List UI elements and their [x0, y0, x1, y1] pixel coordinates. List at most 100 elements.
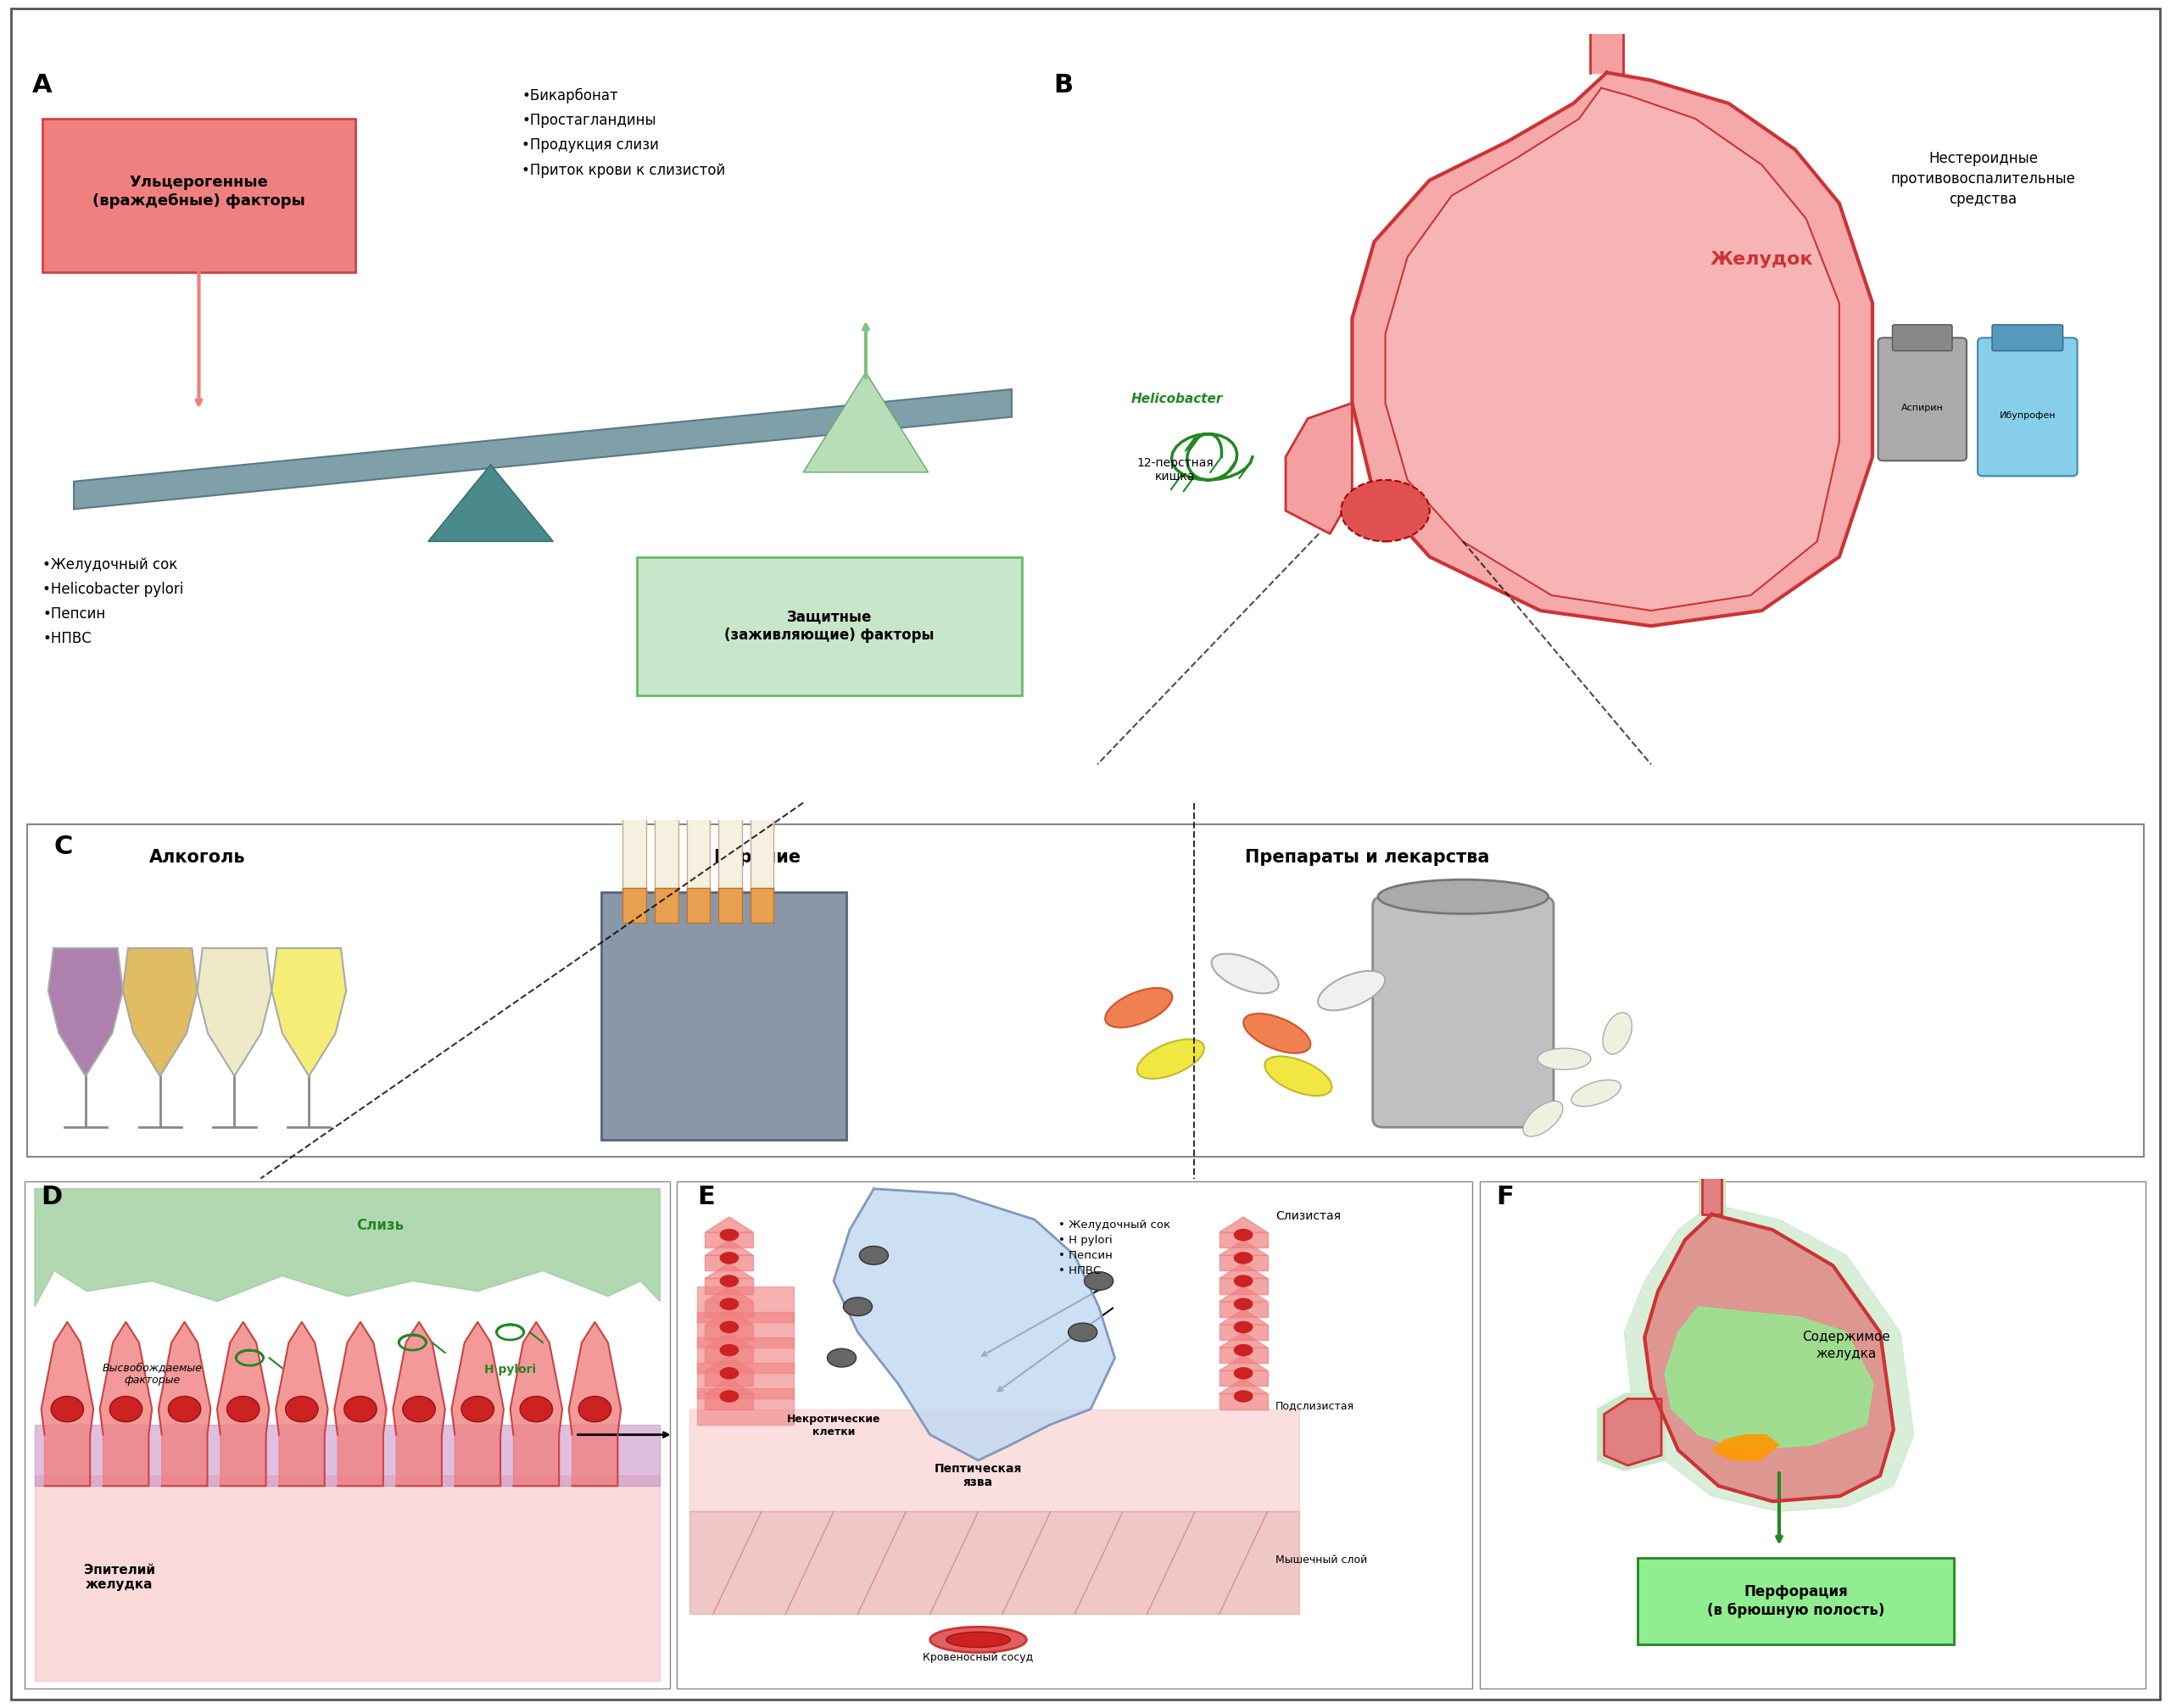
Polygon shape [1220, 1370, 1268, 1387]
Polygon shape [706, 1325, 753, 1339]
Polygon shape [1702, 1179, 1722, 1214]
Polygon shape [1220, 1332, 1268, 1348]
Polygon shape [706, 1308, 753, 1325]
Ellipse shape [1105, 987, 1172, 1028]
Circle shape [1233, 1298, 1253, 1310]
FancyBboxPatch shape [1993, 325, 2062, 350]
Ellipse shape [1266, 1056, 1331, 1097]
Polygon shape [1604, 1399, 1661, 1465]
Bar [686, 888, 710, 922]
Circle shape [287, 1397, 319, 1421]
Text: Перфорация
(в брюшную полость): Перфорация (в брюшную полость) [1706, 1583, 1884, 1619]
Circle shape [1342, 480, 1431, 541]
Polygon shape [1624, 1204, 1915, 1512]
Text: Кровеносный сосуд: Кровеносный сосуд [923, 1652, 1033, 1662]
Circle shape [719, 1228, 738, 1242]
Polygon shape [217, 1322, 269, 1486]
Text: Слизистая: Слизистая [1274, 1211, 1342, 1221]
Polygon shape [428, 465, 554, 541]
Text: •Бикарбонат
•Простагландины
•Продукция слизи
•Приток крови к слизистой: •Бикарбонат •Простагландины •Продукция с… [521, 87, 725, 178]
Polygon shape [706, 1240, 753, 1255]
Text: E: E [697, 1185, 714, 1209]
Polygon shape [706, 1286, 753, 1301]
Polygon shape [706, 1255, 753, 1271]
Bar [656, 888, 677, 922]
Polygon shape [1220, 1356, 1268, 1370]
Circle shape [1083, 1272, 1114, 1290]
Polygon shape [1220, 1255, 1268, 1271]
Ellipse shape [947, 1633, 1010, 1647]
Polygon shape [1665, 1307, 1874, 1450]
Polygon shape [688, 1409, 1300, 1512]
Text: A: A [33, 73, 52, 97]
Ellipse shape [1524, 1102, 1563, 1136]
Text: Алкоголь: Алкоголь [150, 849, 245, 866]
Circle shape [345, 1397, 378, 1421]
Polygon shape [706, 1278, 753, 1295]
Bar [686, 794, 710, 922]
Text: C: C [54, 835, 72, 859]
FancyBboxPatch shape [601, 892, 847, 1141]
Polygon shape [803, 372, 929, 473]
Polygon shape [510, 1322, 562, 1486]
Polygon shape [706, 1332, 753, 1348]
Polygon shape [706, 1233, 753, 1247]
Ellipse shape [1318, 970, 1385, 1011]
Text: Слизь: Слизь [356, 1218, 404, 1233]
Polygon shape [688, 1512, 1300, 1614]
Circle shape [719, 1344, 738, 1356]
Text: Ульцерогенные
(враждебные) факторы: Ульцерогенные (враждебные) факторы [93, 174, 306, 208]
Circle shape [719, 1274, 738, 1288]
Polygon shape [1220, 1301, 1268, 1317]
Polygon shape [1220, 1240, 1268, 1255]
Polygon shape [697, 1389, 795, 1424]
Circle shape [842, 1298, 873, 1315]
Circle shape [169, 1397, 202, 1421]
Polygon shape [1698, 1179, 1726, 1214]
Ellipse shape [1602, 1013, 1633, 1054]
Circle shape [719, 1320, 738, 1334]
Polygon shape [706, 1301, 753, 1317]
Polygon shape [334, 1322, 386, 1486]
Text: Подслизистая: Подслизистая [1274, 1401, 1355, 1411]
Circle shape [1233, 1252, 1253, 1264]
Polygon shape [271, 948, 345, 1076]
Polygon shape [706, 1216, 753, 1233]
Polygon shape [198, 948, 271, 1076]
Circle shape [827, 1349, 855, 1366]
Polygon shape [1646, 1214, 1893, 1501]
Circle shape [719, 1366, 738, 1380]
Text: Желудок: Желудок [1711, 251, 1813, 268]
Polygon shape [697, 1286, 795, 1322]
Circle shape [1233, 1274, 1253, 1288]
Text: Ибупрофен: Ибупрофен [1999, 412, 2056, 420]
Circle shape [719, 1252, 738, 1264]
Polygon shape [1220, 1216, 1268, 1233]
Circle shape [719, 1298, 738, 1310]
FancyBboxPatch shape [1978, 338, 2078, 477]
Bar [623, 888, 647, 922]
Circle shape [1233, 1228, 1253, 1242]
FancyBboxPatch shape [1372, 897, 1554, 1127]
Polygon shape [1220, 1394, 1268, 1409]
Polygon shape [74, 389, 1012, 509]
Circle shape [719, 1390, 738, 1402]
Text: Препараты и лекарства: Препараты и лекарства [1246, 849, 1489, 866]
FancyBboxPatch shape [1878, 338, 1967, 461]
Circle shape [1233, 1390, 1253, 1402]
Polygon shape [706, 1394, 753, 1409]
Text: Аспирин: Аспирин [1902, 405, 1943, 412]
Text: Курение: Курение [714, 849, 801, 866]
Polygon shape [569, 1322, 621, 1486]
Circle shape [404, 1397, 436, 1421]
Ellipse shape [1211, 953, 1279, 994]
Text: Высвобождаемые
факторые: Высвобождаемые факторые [102, 1363, 202, 1385]
Bar [656, 794, 677, 922]
Text: Эпителий
желудка: Эпителий желудка [85, 1563, 154, 1590]
Ellipse shape [1537, 1049, 1591, 1069]
Polygon shape [393, 1322, 445, 1486]
Bar [751, 794, 773, 922]
Circle shape [462, 1397, 495, 1421]
Polygon shape [41, 1322, 93, 1486]
Ellipse shape [1379, 880, 1548, 914]
